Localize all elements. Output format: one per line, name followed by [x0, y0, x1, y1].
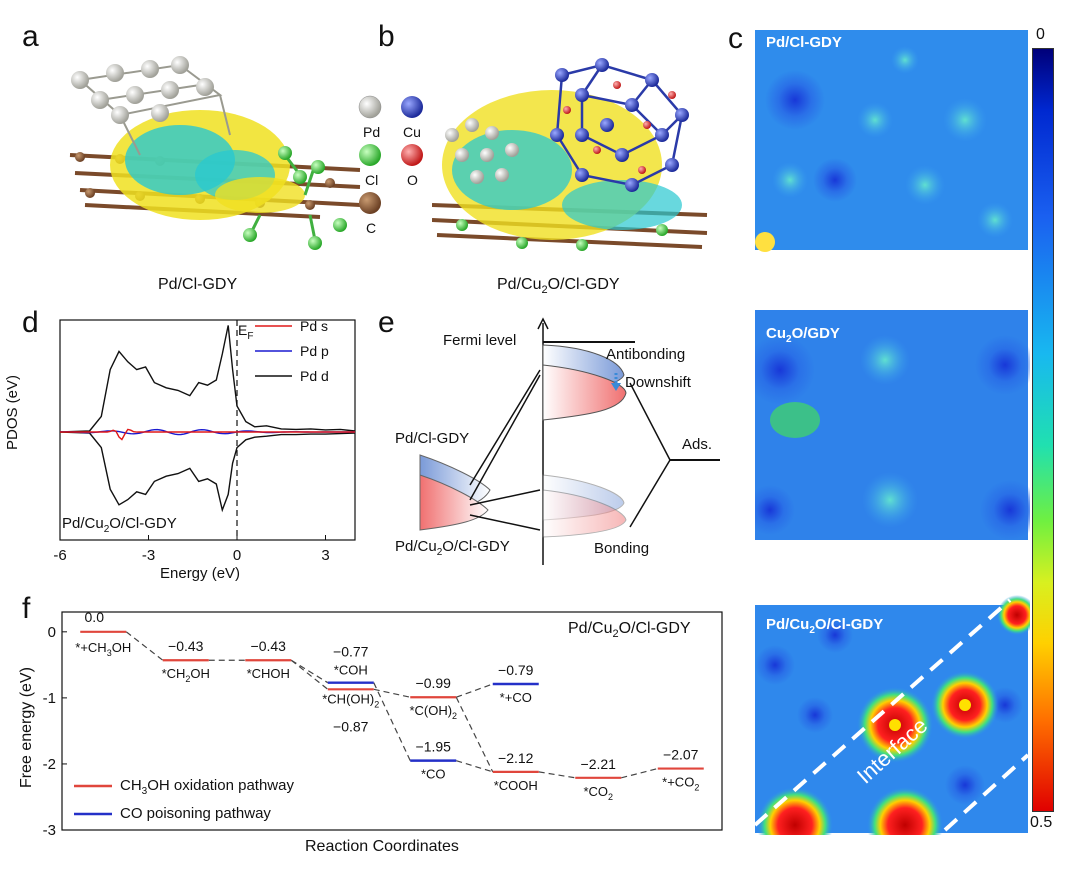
fed-ylabel: Free energy (eV)	[18, 667, 35, 788]
blue-level-value: −0.77	[333, 644, 369, 660]
o-atom-icon	[401, 144, 423, 166]
band-schematic	[419, 317, 720, 565]
panel-letter-a: a	[22, 20, 39, 53]
pdos-xtick-label: -3	[142, 547, 155, 564]
red-level-species: *+CO2	[662, 775, 699, 793]
heatmap-title-2: Cu2O/GDY	[766, 325, 840, 345]
fed-legend-red: CH3OH oxidation pathway	[120, 777, 294, 797]
panel-letter-f: f	[22, 592, 31, 625]
fed-connector	[373, 682, 411, 761]
pdos-frame	[59, 319, 356, 541]
free-energy-chart: 0 -1 -2 -3 0.0 *+CH3OH −0.43 *CH2OH −0.43 *CHOH −0…	[43, 609, 723, 839]
fed-ytick-label: -1	[43, 690, 56, 707]
pdos-xtick-label: 0	[233, 547, 241, 564]
bonding-label: Bonding	[594, 540, 650, 557]
fed-frame	[61, 611, 723, 831]
fed-connector	[621, 767, 658, 779]
pdos-chart: -6 -3 0 3	[53, 319, 356, 564]
red-level-value: −2.21	[581, 756, 617, 772]
caption-b: Pd/Cu2O/Cl-GDY	[497, 276, 620, 297]
fed-connector	[456, 683, 493, 698]
fed-connector	[455, 696, 494, 773]
fed-connector	[125, 631, 164, 661]
atom-label-cu: Cu	[403, 124, 421, 140]
panel-letter-b: b	[378, 20, 395, 53]
blue-level-value: −1.95	[416, 739, 452, 755]
colorbar-max: 0.5	[1030, 814, 1053, 831]
panel-letter-e: e	[378, 306, 395, 339]
red-level-species: *COOH	[494, 778, 538, 793]
pd-cl-gdy-label: Pd/Cl-GDY	[395, 430, 470, 447]
fed-connector	[290, 659, 329, 690]
atom-label-c: C	[366, 220, 377, 236]
heatmap-title-3: Pd/Cu2O/Cl-GDY	[766, 616, 884, 636]
atom-label-pd: Pd	[363, 124, 381, 140]
red-level-species: *C(OH)2	[409, 703, 457, 721]
heatmap-cu2o-gdy	[755, 310, 1030, 540]
red-level-species: *CO2	[583, 784, 613, 802]
red-level-species: *CHOH	[247, 666, 290, 681]
pdos-legend-p: Pd p	[300, 343, 329, 359]
pdos-xlabel: Energy (eV)	[160, 565, 241, 582]
red-level-value: −0.43	[168, 638, 204, 654]
red-level-value: −0.43	[251, 638, 287, 654]
fed-connector	[290, 659, 329, 684]
caption-a: Pd/Cl-GDY	[158, 276, 238, 293]
cl-atom-icon	[359, 144, 381, 166]
pd-d-lower-line	[59, 431, 356, 513]
fed-connector	[456, 760, 493, 773]
heatmap-pd-cl-gdy	[755, 30, 1028, 252]
red-level-species: *CH2OH	[162, 666, 210, 684]
pdos-legend-s: Pd s	[300, 318, 329, 334]
atom-legend	[358, 95, 423, 214]
structure-render-a	[69, 56, 361, 250]
ads-label: Ads.	[682, 436, 713, 453]
colorbar-min: 0	[1036, 26, 1045, 43]
downshift-label: Downshift	[625, 374, 691, 391]
red-level-value: −0.99	[416, 675, 452, 691]
red-level-value: −2.07	[663, 747, 699, 763]
blue-level-value: −0.79	[498, 662, 534, 678]
blue-level-species: *+CO	[500, 690, 532, 705]
c-atom-icon	[359, 192, 381, 214]
pdos-inset-label: Pd/Cu2O/Cl-GDY	[62, 515, 177, 535]
red-level-value: −2.12	[498, 750, 534, 766]
pdos-xtick-label: 3	[321, 547, 329, 564]
pdos-legend-d: Pd d	[300, 368, 329, 384]
structure-render-b	[432, 58, 708, 251]
panel-letter-d: d	[22, 306, 39, 339]
blue-level-species: *COH	[334, 663, 368, 678]
pd-s-line	[60, 428, 355, 441]
fed-title: Pd/Cu2O/Cl-GDY	[568, 620, 691, 641]
heatmap-title-1: Pd/Cl-GDY	[766, 34, 842, 51]
fed-connector	[538, 771, 576, 779]
fed-ytick-label: -2	[43, 756, 56, 773]
heatmap-stack	[755, 30, 1030, 835]
blue-level-species: *CO	[421, 767, 446, 782]
fermi-level-label: Fermi level	[443, 332, 517, 349]
cu-atom-icon	[401, 96, 423, 118]
pdos-ylabel: PDOS (eV)	[4, 374, 21, 450]
atom-label-cl: Cl	[365, 172, 379, 188]
red-level-species: *CH(OH)2	[322, 691, 379, 709]
heatmap-pd-cu2o-cl-gdy	[755, 595, 1030, 835]
colorbar	[1032, 48, 1054, 812]
fed-ytick-label: 0	[48, 624, 56, 641]
red-level-species: *+CH3OH	[75, 640, 131, 658]
fed-connector	[373, 688, 411, 698]
panel-letter-c: c	[728, 22, 743, 55]
fed-ytick-label: -3	[43, 822, 56, 839]
antibonding-label: Antibonding	[606, 346, 686, 363]
fed-xlabel: Reaction Coordinates	[305, 838, 459, 855]
pdos-xtick-label: -6	[53, 547, 66, 564]
atom-label-o: O	[407, 172, 418, 188]
pd-atom-icon	[358, 95, 382, 119]
red-level-value: 0.0	[85, 609, 105, 625]
fed-legend-blue: CO poisoning pathway	[120, 805, 271, 822]
pd-d-upper-line	[59, 325, 356, 433]
pd-cu2o-cl-gdy-label: Pd/Cu2O/Cl-GDY	[395, 538, 510, 558]
downshift-arrow-icon	[611, 373, 621, 391]
red-level-value: −0.87	[333, 718, 369, 734]
fermi-label: EF	[238, 322, 254, 342]
